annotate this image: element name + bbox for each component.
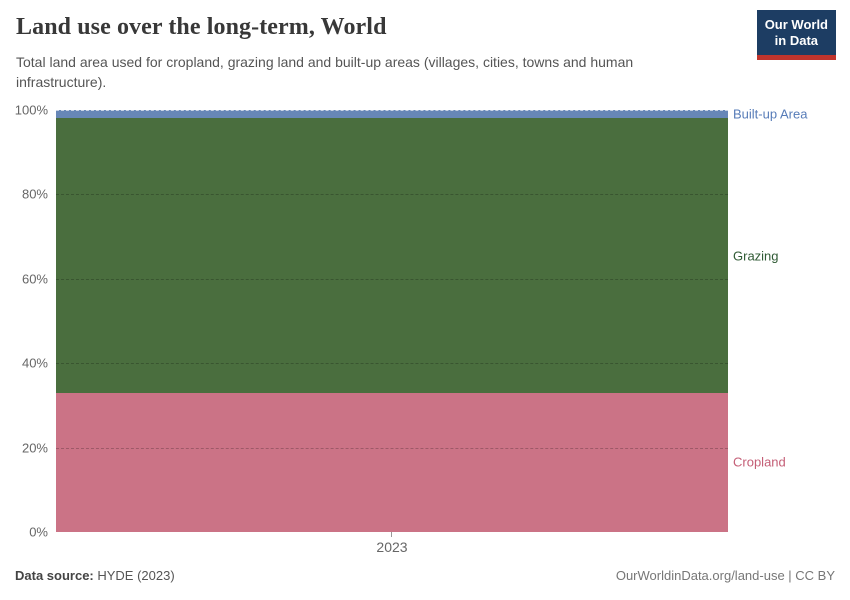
owid-logo-line1: Our World — [764, 17, 828, 32]
y-tick-0: 0% — [29, 524, 48, 540]
gridline-60 — [56, 278, 728, 280]
y-tick-60: 60% — [21, 271, 48, 287]
gridline-80 — [56, 194, 728, 196]
area-cropland — [56, 392, 728, 532]
gridline-40 — [56, 363, 728, 365]
data-source-label: Data source: — [15, 568, 94, 583]
area-grazing — [56, 118, 728, 393]
y-axis: 100% 80% 60% 40% 20% 0% — [0, 103, 48, 540]
data-source: Data source: HYDE (2023) — [15, 568, 175, 583]
series-labels: Built-up Area Grazing Cropland — [733, 106, 848, 532]
area-built-up-area — [56, 110, 728, 119]
y-tick-40: 40% — [21, 355, 48, 371]
data-source-value: HYDE (2023) — [93, 568, 175, 583]
x-tick-label: 2023 — [376, 539, 408, 555]
chart-subtitle: Total land area used for cropland, grazi… — [16, 54, 634, 90]
gridline-100 — [56, 110, 728, 111]
y-tick-80: 80% — [21, 186, 48, 202]
owid-logo-line2: in Data — [774, 33, 819, 49]
page-title: Land use over the long-term, World — [16, 14, 387, 40]
series-label-grazing[interactable]: Grazing — [733, 248, 779, 264]
license-credit[interactable]: OurWorldinData.org/land-use | CC BY — [615, 568, 835, 583]
y-tick-20: 20% — [21, 440, 48, 456]
series-label-cropland[interactable]: Cropland — [733, 454, 786, 470]
owid-logo[interactable]: Our World in Data — [756, 10, 836, 60]
series-label-built-up-area[interactable]: Built-up Area — [733, 106, 808, 122]
chart-footer: Data source: HYDE (2023) OurWorldinData.… — [15, 568, 835, 583]
x-tick-mark — [391, 532, 392, 537]
y-tick-100: 100% — [14, 102, 48, 118]
plot-area — [56, 110, 728, 532]
gridline-20 — [56, 447, 728, 449]
